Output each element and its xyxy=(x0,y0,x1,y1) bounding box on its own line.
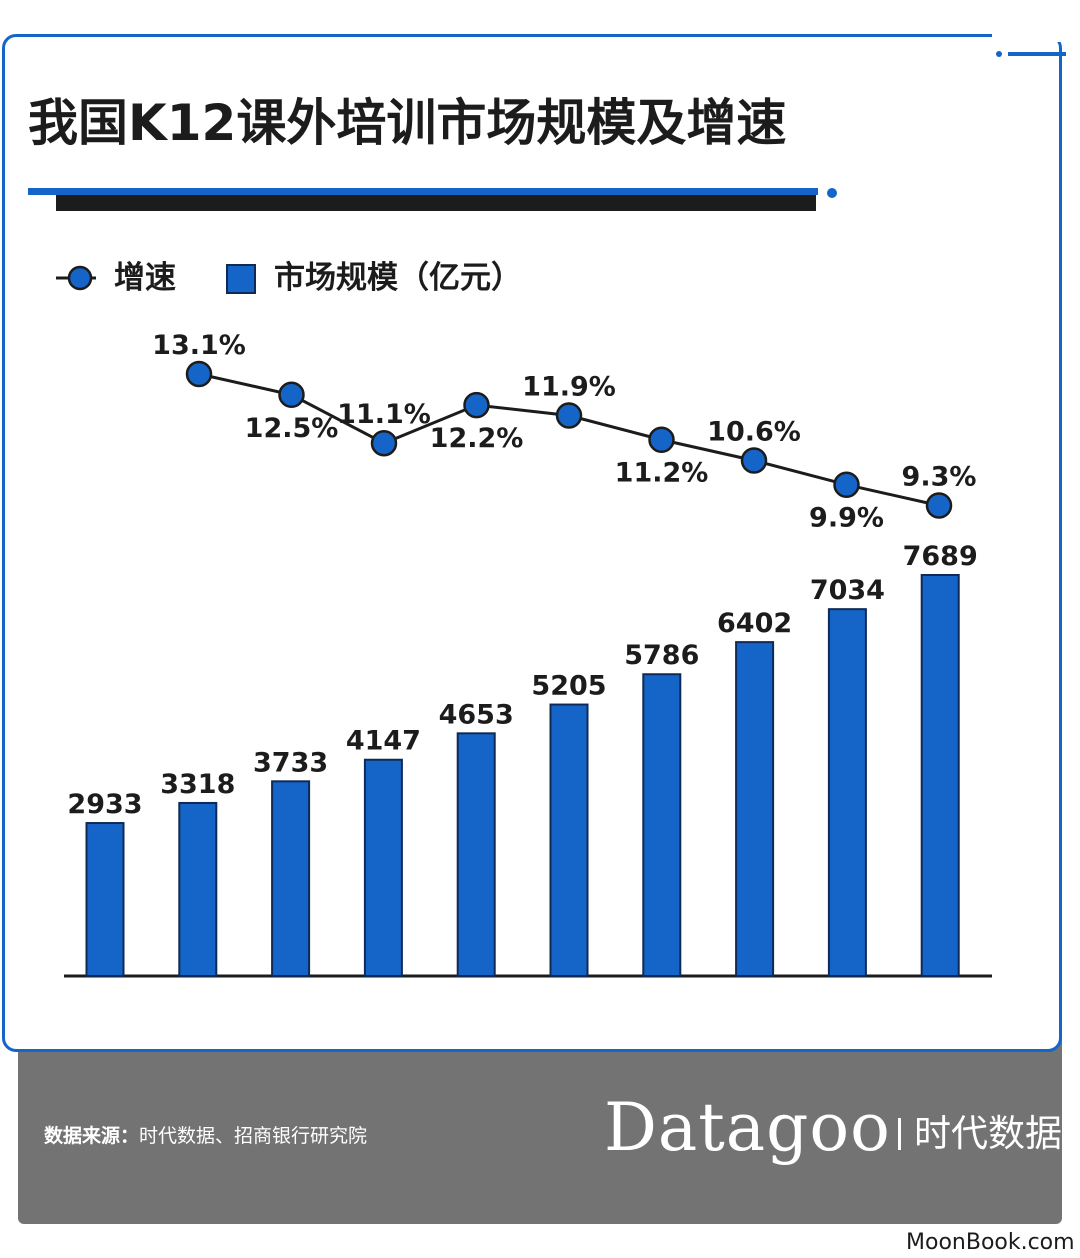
bar-value-label-6: 5786 xyxy=(624,640,699,671)
bar-value-label-3: 4147 xyxy=(346,726,421,757)
brand-chinese-name: 时代数据 xyxy=(914,1112,1062,1155)
card-notch xyxy=(992,30,1068,42)
growth-label-2: 11.1% xyxy=(337,399,431,430)
bar-value-label-0: 2933 xyxy=(67,789,142,820)
growth-point-5 xyxy=(648,426,675,453)
growth-point-6 xyxy=(740,447,768,474)
growth-label-8: 9.3% xyxy=(902,461,977,492)
growth-label-7: 9.9% xyxy=(809,503,884,534)
bar-value-label-5: 5205 xyxy=(531,671,606,702)
source-text: 时代数据、招商银行研究院 xyxy=(139,1125,368,1147)
legend-line-marker-icon xyxy=(56,265,96,291)
title-underline-black xyxy=(56,195,816,211)
data-source: 数据来源：时代数据、招商银行研究院 xyxy=(44,1122,367,1150)
bar-7 xyxy=(735,641,775,977)
growth-label-0: 13.1% xyxy=(152,330,246,361)
bar-3 xyxy=(363,758,403,977)
bar-8 xyxy=(827,608,867,977)
growth-point-1 xyxy=(278,381,305,409)
bar-value-label-8: 7034 xyxy=(810,575,885,606)
brand-separator xyxy=(898,1118,901,1150)
legend-size-label: 市场规模（亿元） xyxy=(274,260,522,296)
growth-point-4 xyxy=(555,402,583,429)
growth-point-8 xyxy=(925,492,953,519)
growth-label-6: 10.6% xyxy=(707,417,801,448)
growth-label-5: 11.2% xyxy=(615,458,709,489)
chart-title: 我国K12课外培训市场规模及增速 xyxy=(28,94,787,152)
watermark: MoonBook.com xyxy=(906,1230,1075,1255)
bar-5 xyxy=(549,703,589,977)
growth-label-3: 12.2% xyxy=(430,423,524,454)
bar-value-label-7: 6402 xyxy=(717,608,792,639)
chart-plot: 2933 3318 3733 4147 4653 5205 5786 6402 7034 7689… xyxy=(64,330,992,978)
growth-label-4: 11.9% xyxy=(522,372,616,403)
bar-2 xyxy=(271,780,311,977)
bar-6 xyxy=(642,673,682,978)
growth-point-2 xyxy=(370,429,398,457)
bar-1 xyxy=(178,801,218,977)
bar-0 xyxy=(85,822,125,977)
corner-line xyxy=(1008,52,1066,56)
title-underline-blue xyxy=(28,188,818,195)
growth-point-7 xyxy=(833,471,860,498)
brand-logo: Datagoo xyxy=(604,1089,891,1166)
bar-4 xyxy=(456,732,496,978)
title-underline-dot xyxy=(827,188,837,198)
growth-label-1: 12.5% xyxy=(245,413,339,444)
growth-point-0 xyxy=(185,360,213,388)
growth-point-3 xyxy=(463,391,490,419)
bar-value-label-2: 3733 xyxy=(253,747,328,778)
source-label: 数据来源： xyxy=(44,1125,140,1147)
bar-9 xyxy=(920,574,960,977)
bar-value-label-1: 3318 xyxy=(160,769,235,800)
bar-value-label-9: 7689 xyxy=(903,541,978,572)
corner-dot xyxy=(996,51,1002,57)
legend-growth-label: 增速 xyxy=(114,260,176,296)
legend-bar-swatch xyxy=(226,264,256,294)
bar-value-label-4: 4653 xyxy=(439,699,514,730)
